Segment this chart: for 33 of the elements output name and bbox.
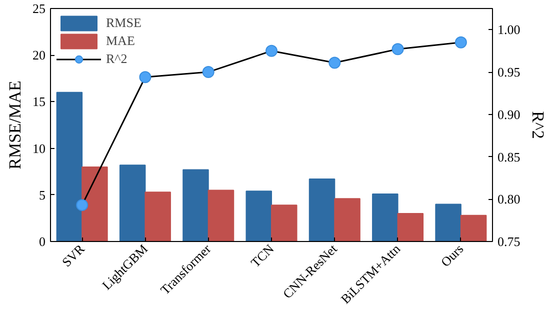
bar (271, 204, 298, 242)
bar (119, 164, 146, 242)
y2-tick-label: 1.00 (498, 22, 520, 38)
y-tick-label: 15 (32, 94, 46, 110)
bar (435, 204, 462, 242)
bar (182, 169, 209, 242)
bar (144, 192, 171, 242)
y-tick-label: 25 (32, 1, 46, 16)
legend-label: R^2 (106, 51, 128, 67)
legend-label: MAE (106, 33, 135, 49)
y2-axis-title: R^2 (528, 111, 548, 139)
y2-tick-label: 0.80 (498, 192, 520, 207)
bar (397, 213, 424, 242)
bar (460, 214, 487, 242)
bar (82, 166, 108, 242)
legend-label: RMSE (106, 15, 142, 31)
bar (208, 190, 234, 242)
y2-tick-label: 0.95 (498, 64, 520, 80)
bar (372, 193, 398, 242)
y-axis-title: RMSE/MAE (6, 80, 24, 170)
y2-tick-label: 0.75 (498, 234, 520, 249)
y-tick-label: 0 (39, 234, 46, 249)
y-tick-label: 20 (32, 48, 46, 63)
x-tick-label: SVR (58, 240, 88, 270)
bar (308, 178, 336, 242)
y-tick-label: 5 (39, 187, 46, 202)
y2-tick-label: 0.85 (498, 149, 520, 164)
bar (56, 92, 83, 242)
bar (246, 190, 272, 242)
x-tick-label: Ours (438, 241, 466, 270)
y-tick-label: 10 (32, 140, 46, 156)
y2-tick-label: 0.90 (498, 106, 520, 122)
bar (334, 198, 360, 242)
